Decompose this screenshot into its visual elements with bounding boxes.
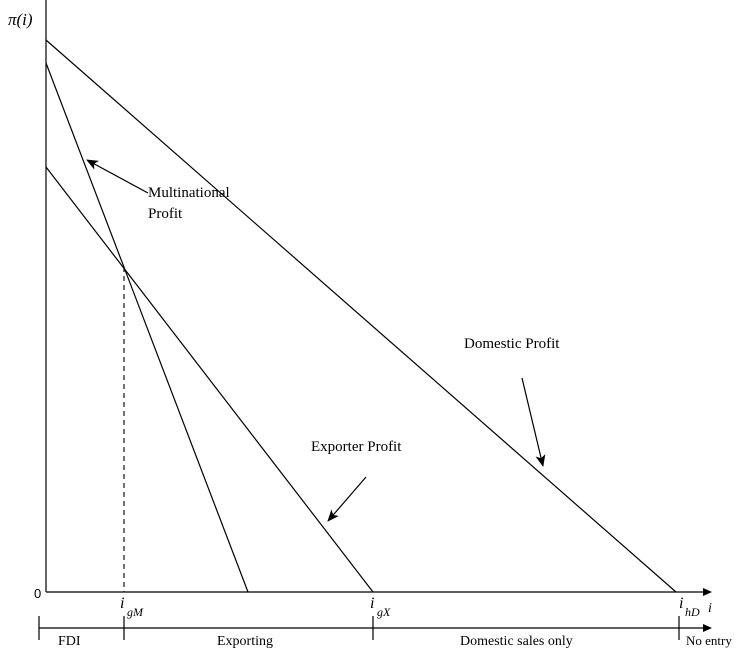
domestic-profit-label: Domestic Profit bbox=[464, 336, 560, 352]
domestic-profit-line bbox=[45, 39, 677, 593]
threshold-hD-subscript: hD bbox=[685, 605, 700, 619]
threshold-gM-subscript: gM bbox=[127, 605, 144, 619]
multinational-profit-line bbox=[45, 62, 249, 593]
region-exporting-label: Exporting bbox=[217, 634, 273, 649]
origin-label: 0 bbox=[34, 586, 41, 601]
region-domestic-only-label: Domestic sales only bbox=[460, 634, 573, 649]
x-axis-label: i bbox=[708, 601, 712, 616]
threshold-gM-main: i bbox=[120, 595, 124, 612]
region-no-entry-label: No entry bbox=[686, 633, 732, 648]
multinational-label-line1: Multinational bbox=[148, 185, 230, 201]
region-fdi-label: FDI bbox=[58, 634, 81, 649]
exporter-profit-line bbox=[45, 166, 374, 593]
multinational-label-line2: Profit bbox=[148, 206, 183, 222]
threshold-hD-main: i bbox=[679, 595, 683, 612]
exporter-arrow bbox=[327, 476, 367, 522]
y-axis-label: π(i) bbox=[8, 10, 33, 29]
region-bar-arrow bbox=[703, 624, 712, 632]
domestic-arrow bbox=[521, 377, 546, 467]
multinational-arrow bbox=[86, 159, 149, 194]
threshold-hD-label: i hD bbox=[679, 595, 700, 619]
threshold-gX-subscript: gX bbox=[377, 605, 391, 619]
x-axis-arrow bbox=[703, 588, 712, 596]
threshold-gM-label: i gM bbox=[120, 595, 144, 619]
exporter-profit-label: Exporter Profit bbox=[311, 439, 402, 455]
threshold-gX-label: i gX bbox=[370, 595, 391, 619]
threshold-gX-main: i bbox=[370, 595, 374, 612]
